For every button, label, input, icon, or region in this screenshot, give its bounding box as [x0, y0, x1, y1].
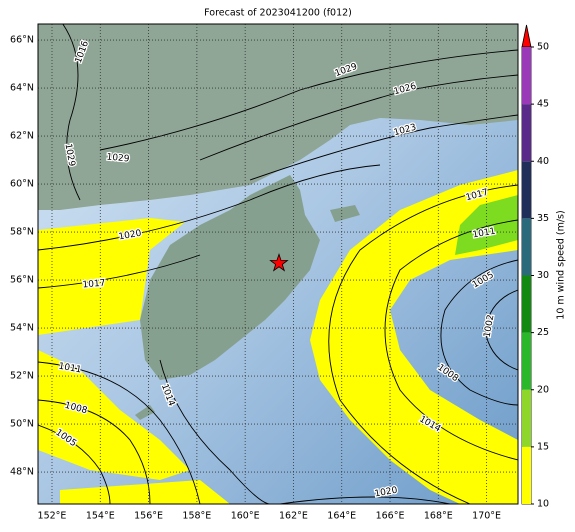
graticule: 152°E 154°E 156°E 158°E 160°E 162°E 164°E 166°E…: [10, 24, 518, 522]
colorbar-tick-label: 35: [537, 213, 549, 224]
colorbar-bin: [522, 389, 531, 447]
lat-tick-label: 64°N: [10, 83, 34, 94]
lon-tick-label: 160°E: [231, 511, 260, 522]
wind-area: [38, 350, 230, 504]
colorbar-tick-label: 40: [537, 156, 549, 167]
colorbar-label: 10 m wind speed (m/s): [556, 210, 567, 319]
lon-tick-label: 168°E: [424, 511, 453, 522]
lon-tick-label: 166°E: [376, 511, 405, 522]
isobars: [38, 24, 518, 504]
lon-tick-label: 170°E: [472, 511, 501, 522]
lon-tick-label: 152°E: [38, 511, 67, 522]
location-marker: [269, 253, 289, 272]
lon-tick-label: 156°E: [134, 511, 163, 522]
colorbar-tick-label: 15: [537, 441, 549, 452]
wind-area: [38, 218, 185, 335]
map-frame: [37, 23, 519, 505]
contour-label: 1017: [82, 279, 106, 291]
lon-tick-label: 162°E: [279, 511, 308, 522]
colorbar-bin: [522, 275, 531, 333]
kamchatka: [140, 175, 320, 380]
lat-tick-label: 66°N: [10, 35, 34, 46]
colorbar-bin: [522, 47, 531, 105]
lon-tick-label: 158°E: [182, 511, 211, 522]
colorbar-tick-label: 30: [537, 270, 549, 281]
lat-tick-label: 60°N: [10, 179, 34, 190]
lon-tick-label: 154°E: [86, 511, 115, 522]
lat-tick-label: 56°N: [10, 275, 34, 286]
colorbar-bin: [522, 446, 531, 504]
lon-tick-label: 164°E: [327, 511, 356, 522]
title: Forecast of 2023041200 (f012): [204, 8, 352, 19]
mainland: [38, 24, 518, 210]
colorbar-tick-label: 50: [537, 42, 549, 53]
colorbar-tick-label: 20: [537, 384, 549, 395]
lat-tick-label: 54°N: [10, 323, 34, 334]
wind-area: [310, 170, 518, 504]
lat-tick-label: 62°N: [10, 131, 34, 142]
colorbar-extend: [521, 24, 532, 48]
colorbar-tick-label: 10: [537, 499, 549, 510]
contour-label: 1029: [106, 153, 130, 165]
lat-tick-label: 48°N: [10, 467, 34, 478]
colorbar-tick-label: 45: [537, 99, 549, 110]
colorbar-bin: [522, 218, 531, 276]
lat-tick-label: 58°N: [10, 227, 34, 238]
colorbar-tick-label: 25: [537, 327, 549, 338]
lat-tick-label: 50°N: [10, 419, 34, 430]
lat-tick-label: 52°N: [10, 371, 34, 382]
colorbar-bin: [522, 332, 531, 390]
colorbar-bin: [522, 161, 531, 219]
colorbar-bin: [522, 104, 531, 162]
